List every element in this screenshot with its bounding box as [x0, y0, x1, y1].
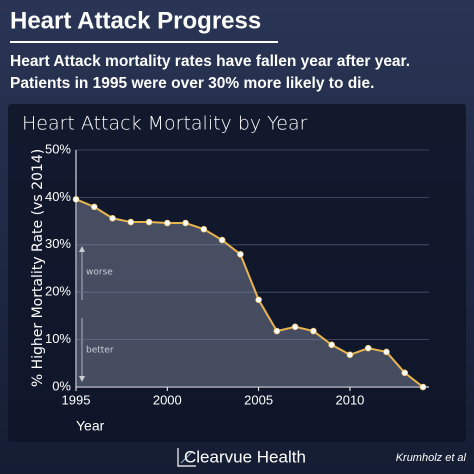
brand-logo — [177, 448, 196, 467]
point — [164, 219, 171, 227]
point — [127, 218, 135, 226]
logo-mark — [180, 451, 193, 464]
point — [218, 236, 226, 244]
point — [383, 348, 390, 356]
point — [72, 195, 80, 203]
point — [328, 341, 335, 349]
x-tick-label: 2000 — [153, 392, 182, 407]
area — [76, 199, 423, 387]
y-tick-label: 0% — [52, 378, 71, 393]
better-annotation: better — [79, 318, 114, 382]
annotation: better — [86, 346, 114, 356]
logo-mark — [177, 448, 196, 467]
point — [255, 296, 262, 304]
y-tick-label: 10% — [45, 331, 71, 346]
brand: Clearvue Health — [184, 447, 306, 466]
x-axis-label: Year — [76, 418, 105, 434]
point — [291, 323, 299, 331]
point — [182, 219, 189, 227]
x-tick-label: 2010 — [335, 392, 364, 407]
point — [273, 327, 281, 335]
point — [419, 383, 427, 391]
x-tick-label: 1995 — [62, 392, 91, 407]
annotation: worse — [86, 268, 113, 278]
point — [90, 203, 98, 211]
y-axis-label: % Higher Mortality Rate (vs 2014) — [30, 149, 46, 387]
point — [200, 225, 208, 233]
point — [237, 250, 244, 258]
page-title: Heart Attack Progress — [10, 7, 261, 34]
point — [364, 344, 372, 352]
arrowhead — [79, 246, 85, 252]
subtitle-line: Heart Attack mortality rates have fallen… — [10, 53, 410, 70]
worse-annotation: worse — [79, 246, 113, 300]
chart-title: Heart Attack Mortality by Year — [22, 113, 308, 135]
subtitle-line: Patients in 1995 were over 30% more like… — [10, 75, 374, 92]
arrowhead — [79, 376, 85, 382]
y-tick-label: 50% — [45, 141, 71, 156]
point — [109, 214, 116, 222]
x-tick-label: 2005 — [244, 392, 273, 407]
y-tick-label: 30% — [45, 236, 71, 251]
point — [145, 218, 153, 226]
point — [401, 369, 409, 377]
credit: Krumholz et al — [396, 452, 467, 464]
point — [346, 351, 354, 359]
y-tick-label: 40% — [45, 189, 71, 204]
y-tick-label: 20% — [45, 284, 71, 299]
point — [310, 327, 317, 335]
